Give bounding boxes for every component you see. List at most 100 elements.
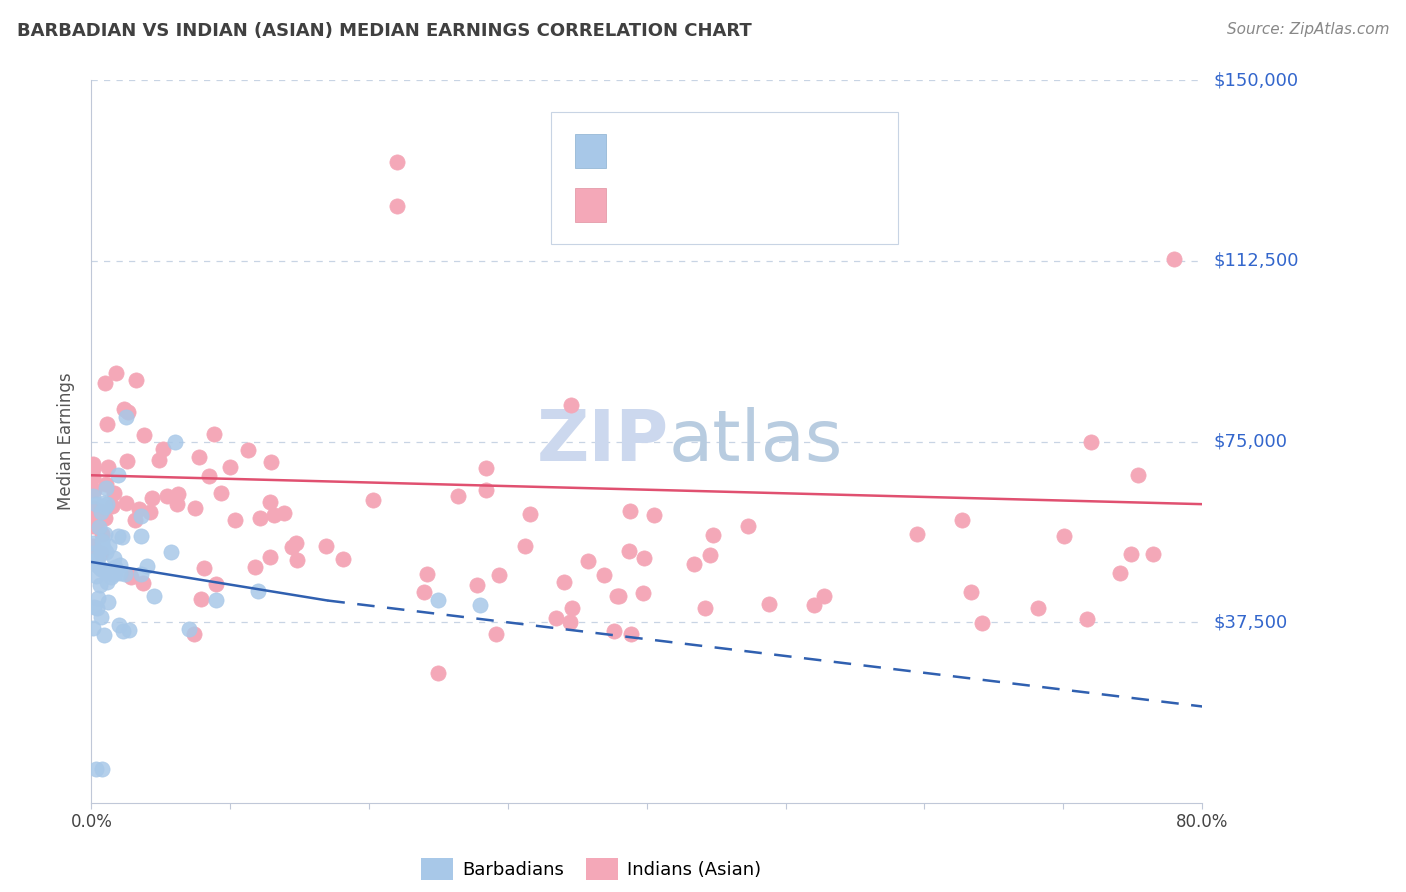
Point (93, 628, 115, 642)
Point (129, 529, 152, 543)
Point (100, 570, 122, 584)
Point (84, 556, 107, 570)
Point (91, 533, 114, 548)
Point (105, 366, 128, 380)
Point (1163, 252, 1185, 266)
Point (90, 562, 112, 576)
Text: $150,000: $150,000 (1213, 71, 1298, 89)
Point (475, 483, 498, 497)
Point (115, 410, 138, 425)
Point (427, 665, 450, 680)
Point (1052, 528, 1074, 542)
Point (576, 553, 599, 567)
Point (132, 427, 155, 442)
Point (83, 513, 105, 527)
Point (93, 496, 115, 510)
Point (513, 540, 536, 554)
Point (93, 376, 115, 390)
Point (332, 552, 354, 566)
Point (107, 468, 129, 483)
Point (190, 592, 212, 607)
Point (553, 574, 575, 589)
Point (90, 505, 112, 519)
Point (693, 601, 716, 615)
Point (97, 595, 120, 609)
Point (631, 585, 654, 599)
Point (1076, 612, 1098, 626)
Point (101, 499, 124, 513)
Point (758, 597, 780, 611)
Point (84, 497, 107, 511)
Point (475, 461, 498, 475)
Text: $75,000: $75,000 (1213, 433, 1288, 450)
Text: $37,500: $37,500 (1213, 613, 1288, 632)
Point (124, 513, 146, 527)
Text: R =: R = (617, 142, 657, 160)
Point (972, 616, 994, 631)
Point (114, 566, 136, 581)
Point (619, 504, 641, 518)
Point (385, 198, 408, 212)
Point (90, 610, 112, 624)
Point (209, 486, 232, 500)
Point (606, 589, 628, 603)
Point (110, 566, 132, 580)
Point (108, 617, 131, 632)
Point (82, 462, 104, 476)
Point (184, 501, 207, 516)
Point (259, 495, 281, 509)
Point (1142, 547, 1164, 561)
Point (82, 540, 104, 554)
Point (1026, 601, 1049, 615)
Point (111, 624, 134, 639)
Point (245, 560, 267, 574)
Point (156, 489, 179, 503)
Point (96, 497, 118, 511)
Point (132, 576, 155, 591)
Point (699, 548, 721, 562)
Point (1126, 468, 1149, 483)
Point (273, 506, 295, 520)
Point (93, 540, 115, 554)
Point (633, 551, 655, 566)
Point (115, 454, 138, 468)
Point (141, 491, 163, 505)
Point (89, 578, 111, 592)
Point (560, 399, 582, 413)
Point (197, 469, 219, 483)
Text: 113: 113 (768, 196, 804, 214)
Point (166, 497, 188, 511)
Point (950, 513, 973, 527)
Point (682, 557, 704, 571)
Point (148, 453, 170, 467)
Point (86, 569, 108, 583)
Point (90, 542, 112, 557)
Point (90, 527, 112, 541)
Point (959, 584, 981, 599)
Point (224, 513, 246, 527)
Point (82, 546, 104, 560)
Point (82, 518, 104, 533)
Point (152, 442, 174, 456)
Point (107, 529, 129, 543)
Point (263, 508, 285, 522)
Point (97, 459, 120, 474)
Point (544, 611, 567, 625)
Point (468, 599, 492, 613)
Point (86, 601, 108, 615)
Point (558, 615, 581, 630)
Text: N =: N = (727, 142, 778, 160)
Point (202, 426, 225, 441)
Point (91, 762, 114, 776)
Point (112, 401, 135, 416)
Point (284, 536, 307, 550)
Point (249, 511, 271, 525)
Point (82, 621, 104, 635)
Point (138, 505, 160, 519)
Point (136, 558, 159, 573)
Point (385, 155, 408, 169)
Point (82, 490, 104, 504)
Point (94, 563, 117, 577)
Point (905, 526, 928, 541)
Point (83, 600, 105, 615)
